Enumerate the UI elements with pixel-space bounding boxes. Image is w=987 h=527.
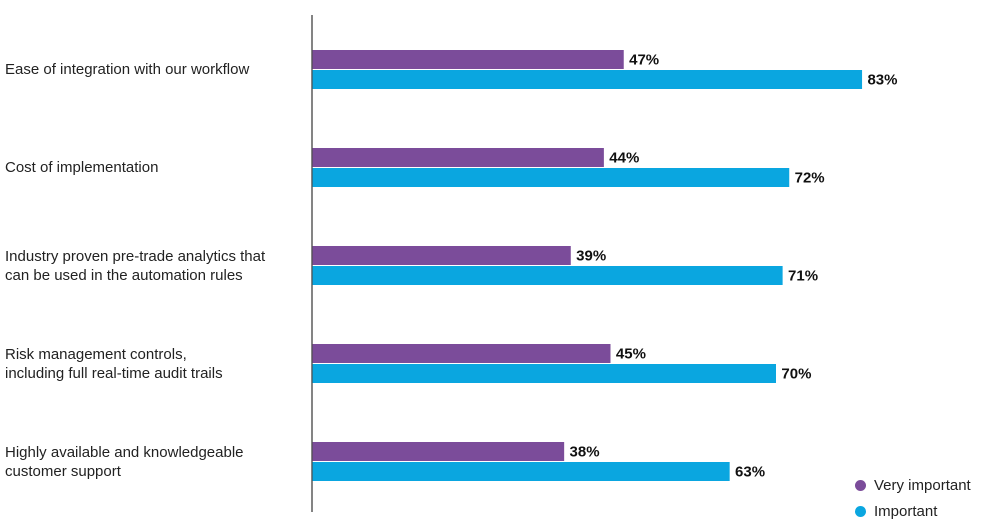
data-label-important-4: 63% — [735, 464, 765, 481]
data-label-very-important-0: 47% — [629, 52, 659, 69]
category-label-2: Industry proven pre-trade analytics that… — [5, 247, 266, 284]
data-label-very-important-2: 39% — [576, 248, 606, 265]
bar-very-important-0 — [312, 50, 624, 69]
data-label-important-0: 83% — [867, 72, 897, 89]
bar-important-3 — [312, 364, 776, 383]
data-label-important-2: 71% — [788, 268, 818, 285]
category-label-4: Highly available and knowledgeable custo… — [5, 443, 244, 480]
bar-important-0 — [312, 70, 863, 89]
category-label-3: Risk management controls, including full… — [5, 345, 223, 382]
legend-swatch-very-important — [855, 479, 866, 491]
bar-important-4 — [312, 462, 730, 481]
data-label-very-important-4: 38% — [570, 444, 600, 461]
legend-swatch-important — [855, 505, 866, 517]
data-label-very-important-1: 44% — [609, 150, 639, 167]
data-label-important-1: 72% — [795, 170, 825, 187]
legend-label-important: Important — [874, 502, 938, 520]
bar-important-2 — [312, 266, 783, 285]
legend-item-very-important: Very important — [855, 472, 971, 498]
category-label-1: Cost of implementation — [5, 159, 159, 176]
bar-important-1 — [312, 168, 790, 187]
category-label-0: Ease of integration with our workflow — [5, 61, 250, 78]
data-label-very-important-3: 45% — [616, 346, 646, 363]
legend-label-very-important: Very important — [874, 476, 971, 494]
bar-very-important-1 — [312, 148, 604, 167]
bar-very-important-4 — [312, 442, 565, 461]
bar-very-important-2 — [312, 246, 571, 265]
bar-very-important-3 — [312, 344, 611, 363]
data-label-important-3: 70% — [781, 366, 811, 383]
legend-item-important: Important — [855, 498, 971, 524]
legend: Very important Important — [855, 472, 971, 524]
